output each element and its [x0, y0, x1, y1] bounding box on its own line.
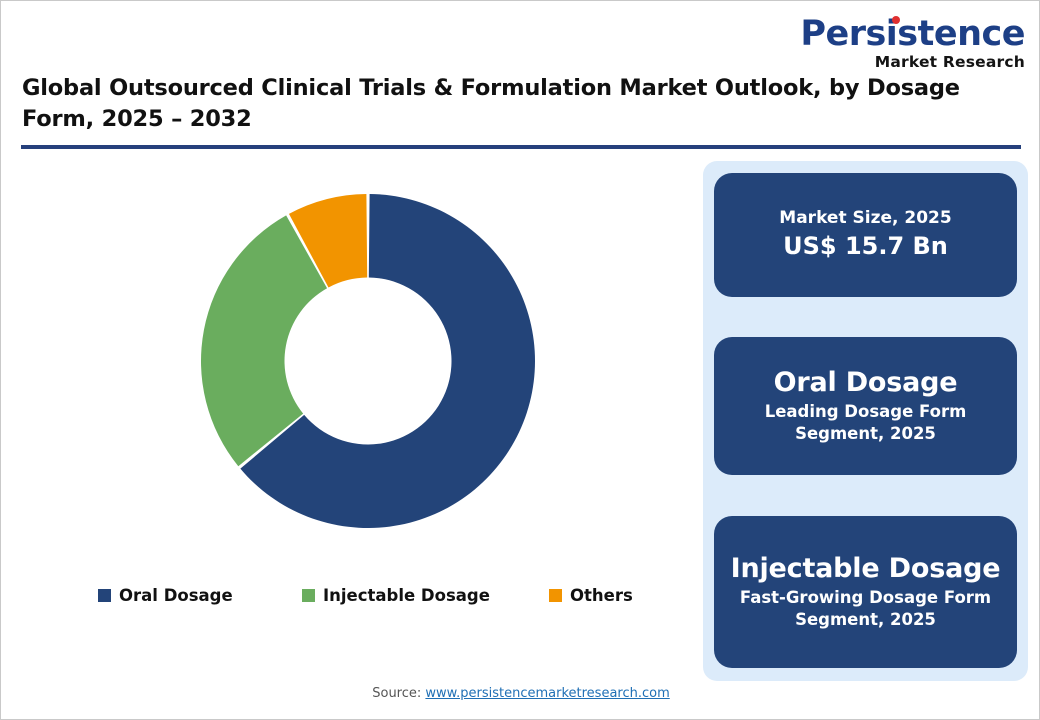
- donut-chart-svg: [200, 194, 535, 528]
- chart-area: Oral Dosage Injectable Dosage Others: [21, 161, 681, 661]
- stat-card-market-size: Market Size, 2025 US$ 15.7 Bn: [714, 173, 1017, 297]
- brand-logo-main-text: Persistence: [800, 14, 1025, 54]
- stat-card-headline: Oral Dosage: [773, 366, 958, 398]
- legend-item-oral-dosage[interactable]: Oral Dosage: [98, 586, 233, 605]
- header-divider: [21, 145, 1021, 149]
- legend-swatch-oral-dosage: [98, 589, 111, 602]
- logo-accent-dot-icon: [892, 16, 901, 24]
- donut-slice-injectable-dosage[interactable]: [200, 215, 328, 467]
- brand-logo-subtitle: Market Research: [874, 53, 1025, 71]
- donut-chart: [21, 161, 681, 561]
- donut-slice-group: [200, 194, 535, 528]
- legend-label-injectable-dosage: Injectable Dosage: [323, 586, 490, 605]
- legend-item-injectable-dosage[interactable]: Injectable Dosage: [302, 586, 490, 605]
- page-title: Global Outsourced Clinical Trials & Form…: [22, 75, 960, 133]
- stat-card-headline: Injectable Dosage: [730, 552, 1001, 584]
- highlights-panel: Market Size, 2025 US$ 15.7 Bn Oral Dosag…: [703, 161, 1028, 681]
- header: Persistence Market Research Global Outso…: [1, 1, 1039, 153]
- legend-swatch-others: [549, 589, 562, 602]
- stat-card-fastest-growing-segment: Injectable Dosage Fast-Growing Dosage Fo…: [714, 516, 1017, 668]
- brand-logo: Persistence Market Research: [800, 14, 1025, 71]
- legend-label-others: Others: [570, 586, 633, 605]
- legend-label-oral-dosage: Oral Dosage: [119, 586, 233, 605]
- brand-logo-wordmark: Persistence: [800, 14, 1025, 54]
- stat-card-leading-segment: Oral Dosage Leading Dosage Form Segment,…: [714, 337, 1017, 475]
- source-line: Source: www.persistencemarketresearch.co…: [1, 686, 1039, 701]
- donut-slice-oral-dosage[interactable]: [240, 194, 535, 528]
- source-prefix: Source:: [372, 686, 426, 701]
- legend-item-others[interactable]: Others: [549, 586, 633, 605]
- chart-legend: Oral Dosage Injectable Dosage Others: [21, 586, 681, 626]
- stat-card-value: US$ 15.7 Bn: [783, 232, 948, 261]
- legend-swatch-injectable-dosage: [302, 589, 315, 602]
- donut-slice-others[interactable]: [288, 194, 368, 288]
- stat-card-subtitle: Leading Dosage Form Segment, 2025: [764, 402, 967, 443]
- source-link[interactable]: www.persistencemarketresearch.com: [425, 686, 670, 701]
- stat-card-kicker: Market Size, 2025: [779, 207, 952, 228]
- stat-card-subtitle: Fast-Growing Dosage Form Segment, 2025: [739, 588, 992, 629]
